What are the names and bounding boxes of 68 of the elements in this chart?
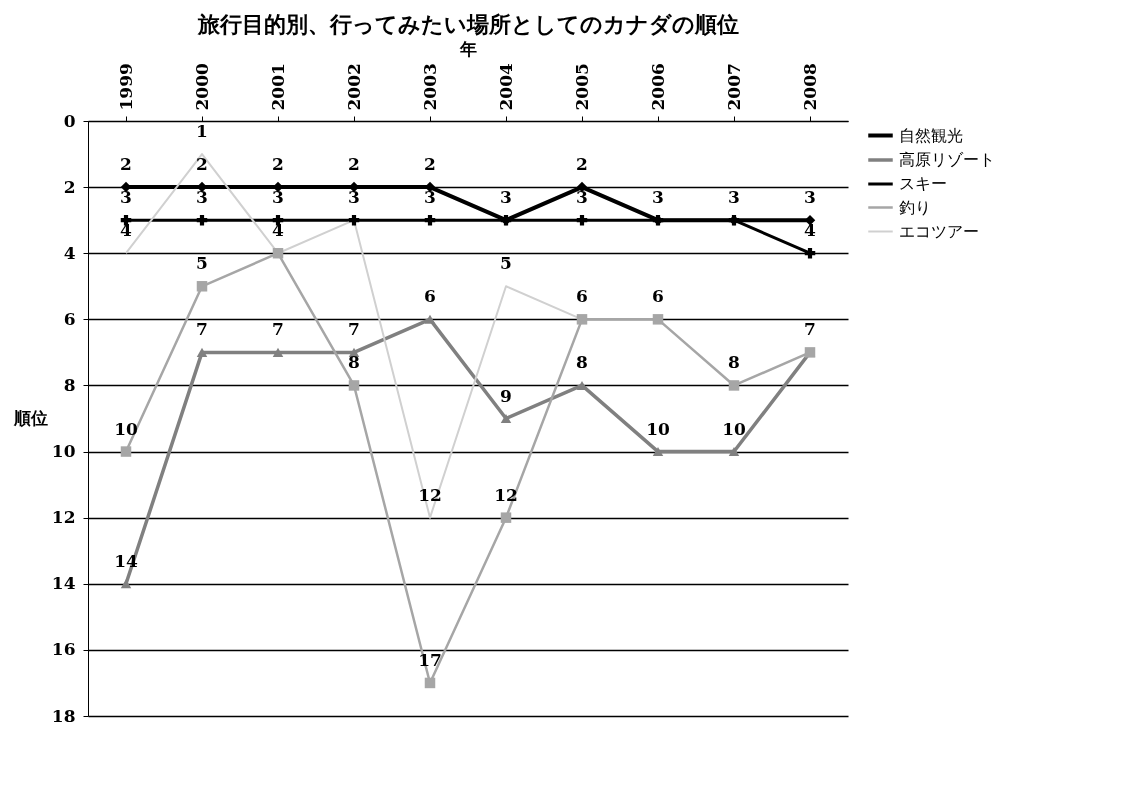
data-label: 6: [652, 286, 664, 307]
data-label: 2: [424, 154, 436, 175]
data-label: 17: [418, 649, 442, 670]
legend-label: 自然観光: [899, 125, 963, 145]
data-label: 3: [500, 187, 512, 208]
data-label: 6: [424, 286, 436, 307]
data-label: 3: [652, 187, 664, 208]
y-tick-label: 10: [51, 441, 76, 462]
data-label: 9: [500, 385, 512, 406]
data-label: 2: [348, 154, 360, 175]
data-label: 10: [646, 418, 670, 439]
x-tick-label: 2001: [267, 63, 288, 111]
legend-label: 釣り: [899, 197, 931, 217]
data-label: 8: [348, 352, 360, 373]
legend-label: スキー: [899, 174, 947, 193]
y-tick-label: 6: [63, 308, 76, 329]
data-label: 3: [804, 187, 816, 208]
y-tick-label: 2: [63, 176, 76, 197]
data-label: 8: [576, 352, 588, 373]
data-label: 3: [424, 187, 436, 208]
data-label: 4: [804, 220, 817, 241]
x-tick-label: 2003: [419, 63, 440, 111]
x-tick-label: 1999: [115, 63, 136, 111]
data-label: 6: [576, 286, 588, 307]
y-tick-label: 16: [51, 639, 76, 660]
legend-label: エコツアー: [899, 221, 979, 241]
x-tick-label: 2008: [799, 63, 820, 111]
x-tick-label: 2000: [191, 63, 212, 111]
data-label: 3: [120, 187, 132, 208]
legend-label: 高原リゾート: [899, 150, 995, 169]
x-tick-label: 2006: [647, 63, 668, 111]
data-label: 2: [196, 154, 208, 175]
data-label: 7: [348, 319, 360, 340]
data-label: 2: [120, 154, 132, 175]
x-tick-label: 2005: [571, 63, 592, 111]
data-label: 3: [576, 187, 588, 208]
y-tick-label: 4: [63, 242, 76, 263]
data-label: 4: [120, 220, 133, 241]
x-tick-label: 2007: [723, 63, 744, 111]
data-label: 5: [196, 253, 208, 274]
x-tick-label: 2002: [343, 63, 364, 111]
data-label: 10: [114, 418, 138, 439]
data-label: 1: [196, 121, 208, 142]
data-label: 3: [348, 187, 360, 208]
data-label: 12: [418, 484, 442, 505]
data-label: 5: [500, 253, 512, 274]
data-label: 10: [722, 418, 746, 439]
data-label: 14: [114, 550, 138, 571]
data-label: 7: [196, 319, 208, 340]
data-label: 2: [576, 154, 588, 175]
y-tick-label: 0: [63, 110, 76, 131]
data-label: 7: [272, 319, 284, 340]
y-tick-label: 14: [51, 573, 76, 594]
data-label: 2: [272, 154, 284, 175]
y-axis-title: 順位: [12, 408, 48, 428]
x-tick-label: 2004: [495, 63, 516, 111]
data-label: 3: [196, 187, 208, 208]
data-label: 8: [728, 352, 740, 373]
y-tick-label: 18: [51, 705, 76, 726]
data-label: 4: [272, 220, 285, 241]
y-tick-label: 12: [51, 507, 76, 528]
x-axis-title: 年: [459, 39, 477, 60]
y-tick-label: 8: [63, 374, 76, 395]
data-label: 3: [728, 187, 740, 208]
data-label: 12: [494, 484, 518, 505]
data-label: 7: [804, 319, 816, 340]
data-label: 3: [272, 187, 284, 208]
chart-title: 旅行目的別、行ってみたい場所としてのカナダの順位: [196, 10, 739, 37]
